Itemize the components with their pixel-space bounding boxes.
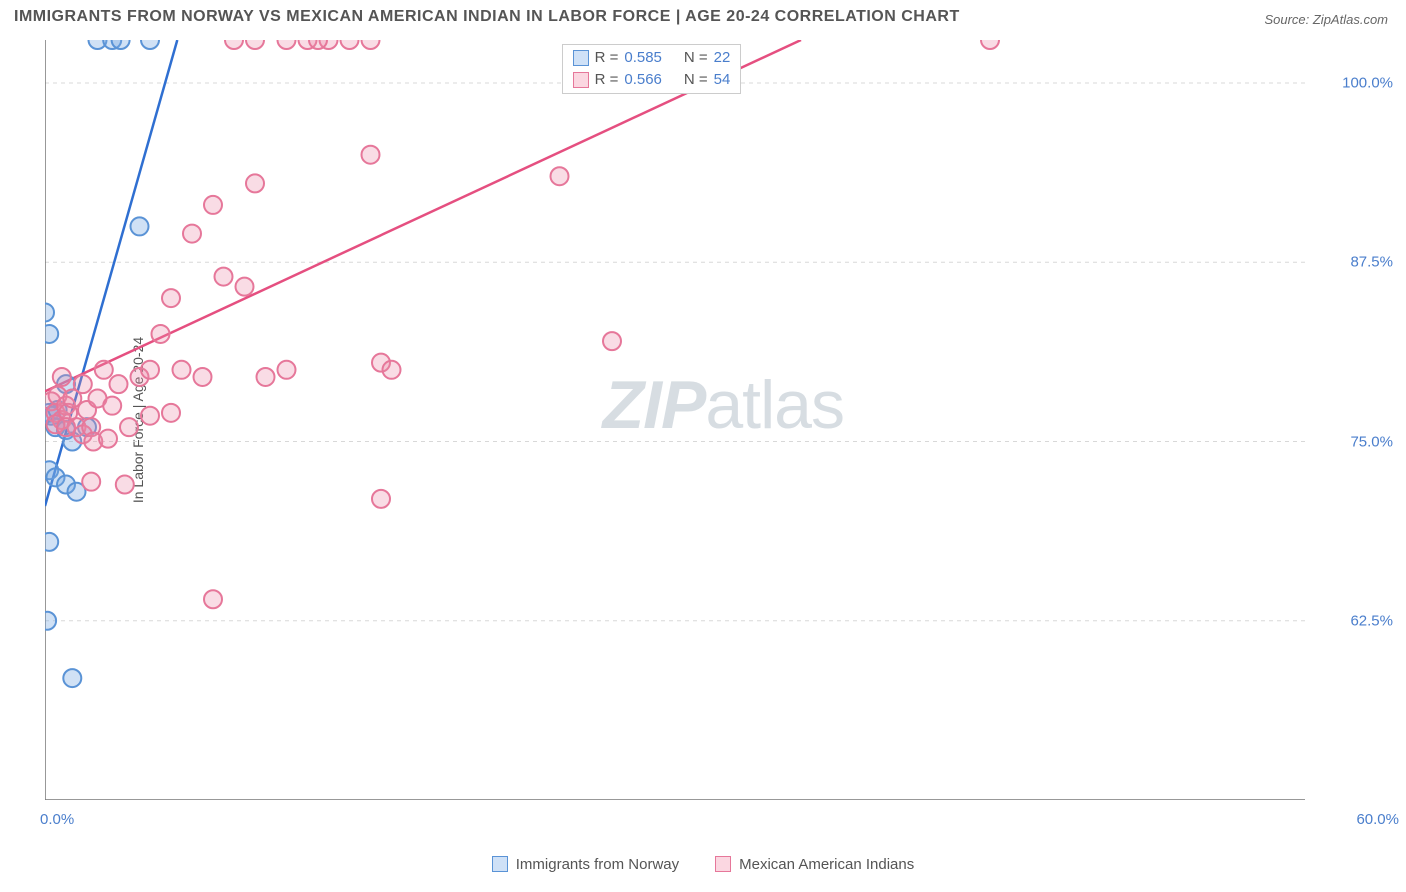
legend-row: R =0.585N =22 xyxy=(573,47,731,69)
correlation-legend: R =0.585N =22R =0.566N =54 xyxy=(562,44,742,94)
source-credit: Source: ZipAtlas.com xyxy=(1264,12,1388,27)
x-tick-start: 0.0% xyxy=(40,811,74,828)
y-tick-label: 62.5% xyxy=(1350,612,1393,629)
series-legend: Immigrants from Norway Mexican American I… xyxy=(0,856,1406,877)
scatter-chart-svg xyxy=(45,40,1305,800)
y-tick-label: 75.0% xyxy=(1350,433,1393,450)
y-tick-label: 100.0% xyxy=(1342,75,1393,92)
legend-row: R =0.566N =54 xyxy=(573,69,731,91)
plot-area: In Labor Force | Age 20-24 ZIPatlas R =0… xyxy=(45,40,1305,800)
x-tick-end: 60.0% xyxy=(1356,811,1399,828)
chart-title: IMMIGRANTS FROM NORWAY VS MEXICAN AMERIC… xyxy=(14,8,960,26)
legend-item: Immigrants from Norway xyxy=(492,856,679,873)
y-tick-label: 87.5% xyxy=(1350,254,1393,271)
legend-item: Mexican American Indians xyxy=(715,856,914,873)
